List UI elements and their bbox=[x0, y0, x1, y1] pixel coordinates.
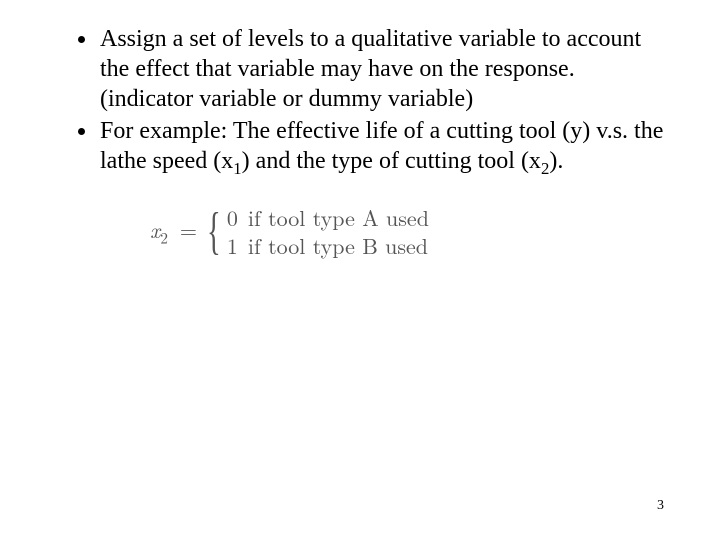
equation: x2 = { 0 if tool type A used 1 if tool t… bbox=[150, 204, 670, 259]
slide: Assign a set of levels to a qualitative … bbox=[0, 0, 720, 540]
subscript: 1 bbox=[233, 159, 241, 178]
equation-cases: 0 if tool type A used 1 if tool type B u… bbox=[224, 204, 429, 259]
list-item: Assign a set of levels to a qualitative … bbox=[98, 24, 670, 114]
equation-lhs: x2 = bbox=[150, 214, 207, 248]
equation-subscript: 2 bbox=[160, 228, 168, 249]
page-number: 3 bbox=[657, 498, 664, 514]
case-row: 0 if tool type A used bbox=[224, 204, 429, 232]
equation-var: x bbox=[150, 214, 160, 245]
case-value: 0 bbox=[224, 204, 238, 232]
bullet-text: Assign a set of levels to a qualitative … bbox=[100, 26, 641, 112]
left-brace-icon: { bbox=[207, 206, 221, 258]
case-value: 1 bbox=[224, 232, 238, 260]
bullet-text: ). bbox=[549, 148, 563, 174]
case-condition: if tool type B used bbox=[248, 232, 428, 260]
bullet-list: Assign a set of levels to a qualitative … bbox=[50, 24, 670, 176]
bullet-text: ) and the type of cutting tool (x bbox=[242, 148, 541, 174]
equals-sign: = bbox=[176, 214, 197, 245]
list-item: For example: The effective life of a cut… bbox=[98, 116, 670, 176]
case-condition: if tool type A used bbox=[248, 204, 429, 232]
case-row: 1 if tool type B used bbox=[224, 232, 429, 260]
